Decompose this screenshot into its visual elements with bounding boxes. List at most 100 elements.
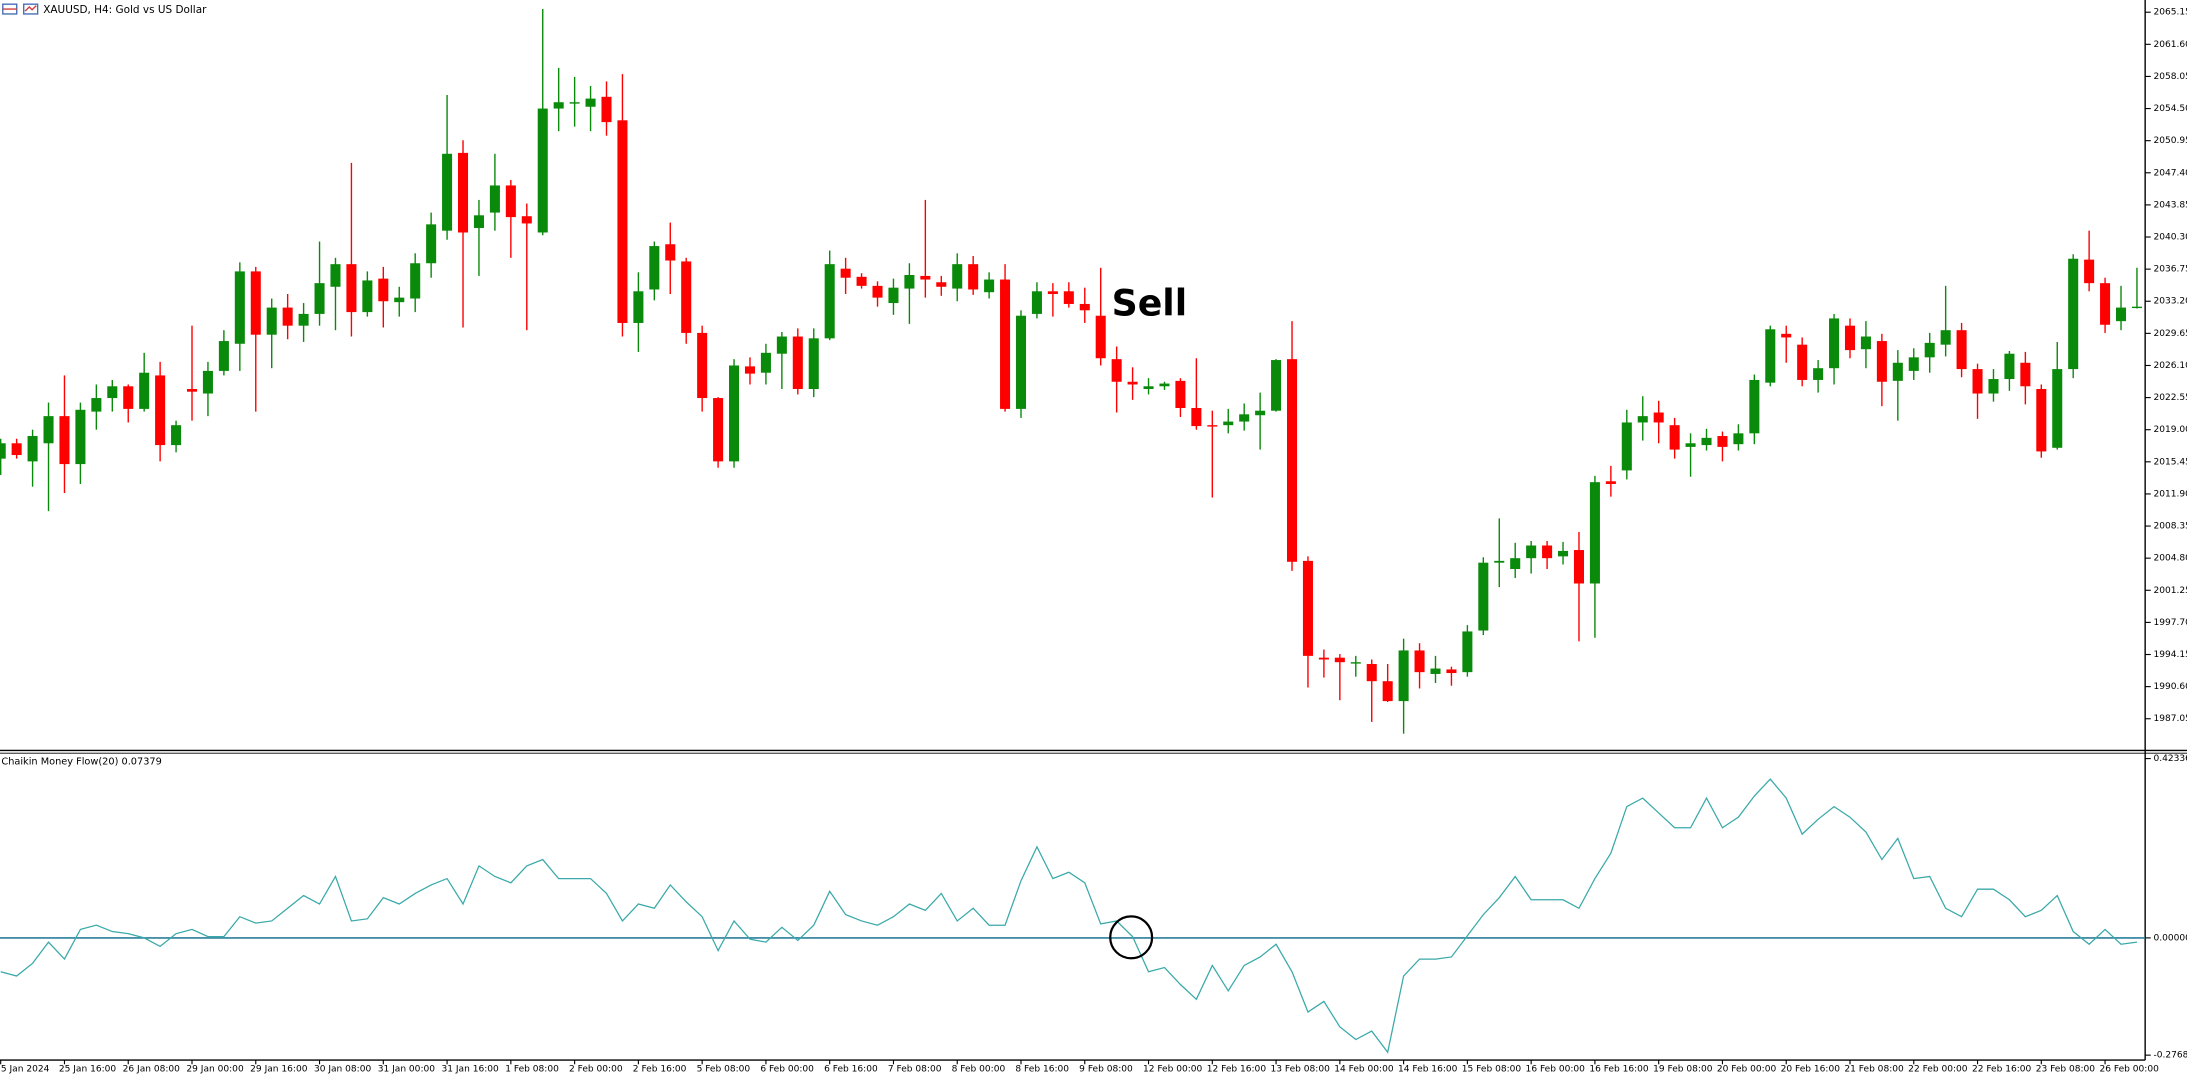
x-tick-label: 31 Jan 16:00 [442, 1065, 500, 1075]
candle-body [1366, 664, 1377, 682]
candle-body [298, 313, 309, 326]
candle-body [0, 443, 6, 459]
candle-body [2020, 362, 2031, 387]
candle-body [250, 271, 261, 335]
candle-body [1191, 407, 1202, 427]
y-tick-label: 2008.35 [2154, 522, 2187, 532]
y-tick-label: 2019.00 [2154, 425, 2187, 435]
candle-body [1685, 443, 1696, 447]
x-tick-label: 25 Jan 2024 [0, 1065, 50, 1075]
candle-body [1908, 357, 1919, 371]
candle-body [426, 224, 437, 264]
candle-body [776, 336, 787, 354]
candle-body [521, 216, 532, 224]
candle-body [1542, 545, 1553, 559]
x-tick-label: 9 Feb 08:00 [1079, 1065, 1133, 1075]
y-tick-label: 2004.80 [2154, 554, 2187, 564]
candle-body [888, 287, 899, 304]
x-tick-label: 2 Feb 00:00 [569, 1065, 623, 1075]
y-tick-label: 2033.20 [2154, 297, 2187, 307]
candle-body [1765, 329, 1776, 383]
candle-body [1701, 437, 1712, 446]
candle-body [1940, 330, 1951, 345]
x-tick-label: 12 Feb 00:00 [1143, 1065, 1203, 1075]
candle-body [936, 282, 947, 287]
candle-body [2036, 388, 2047, 452]
candle-body [952, 264, 963, 289]
x-tick-label: 26 Feb 00:00 [2099, 1065, 2159, 1075]
symbol-icons [2, 3, 39, 15]
candle-body [824, 264, 835, 339]
candle-body [330, 264, 341, 287]
candle-body [75, 409, 86, 465]
candle-body [1223, 421, 1234, 426]
candle-body [234, 271, 245, 344]
candle-body [11, 443, 22, 456]
candle-body [1255, 410, 1266, 416]
candle-body [2115, 307, 2127, 322]
candle-body [920, 275, 931, 280]
x-tick-label: 20 Feb 00:00 [1717, 1065, 1777, 1075]
sell-annotation: Sell [1112, 281, 1188, 324]
candle-body [1446, 669, 1457, 674]
y-tick-label: 2036.75 [2154, 265, 2187, 275]
candle-body [282, 307, 293, 326]
candle-body [633, 291, 644, 323]
candle-body [155, 375, 166, 446]
y-tick-label: 1994.15 [2154, 650, 2187, 660]
y-tick-label: 2050.95 [2154, 136, 2187, 146]
y-tick-label: 1997.70 [2154, 618, 2187, 628]
y-tick-label: 2026.10 [2154, 361, 2187, 371]
candle-body [1398, 650, 1409, 702]
x-tick-label: 5 Feb 08:00 [697, 1065, 751, 1075]
x-tick-label: 21 Feb 08:00 [1844, 1065, 1904, 1075]
y-tick-label: 2011.90 [2154, 489, 2187, 499]
x-tick-label: 15 Feb 08:00 [1462, 1065, 1522, 1075]
candle-body [2004, 353, 2015, 380]
y-tick-label: -0.2768 [2154, 1051, 2187, 1061]
candle-body [1749, 379, 1760, 434]
candle-body [1813, 368, 1824, 380]
candle-body [1111, 359, 1122, 382]
x-tick-label: 16 Feb 16:00 [1589, 1065, 1649, 1075]
candle-body [681, 261, 692, 333]
y-tick-label: 2047.40 [2154, 168, 2187, 178]
candle-body [1047, 291, 1058, 295]
x-tick-label: 13 Feb 08:00 [1270, 1065, 1330, 1075]
x-tick-label: 6 Feb 00:00 [760, 1065, 814, 1075]
x-tick-label: 8 Feb 00:00 [952, 1065, 1006, 1075]
candle-body [1781, 333, 1792, 338]
y-tick-label: 2054.50 [2154, 104, 2187, 114]
candle-body [968, 264, 979, 290]
candle-body [840, 268, 851, 278]
y-tick-label: 2040.30 [2154, 233, 2187, 243]
candle-body [1653, 412, 1664, 423]
candle-body [1031, 291, 1042, 314]
y-tick-label: 2058.05 [2154, 72, 2187, 82]
candle-body [1127, 381, 1138, 385]
candle-body [1589, 482, 1600, 584]
candle-body [697, 332, 708, 399]
candle-body [1860, 336, 1871, 350]
x-tick-label: 22 Feb 16:00 [1972, 1065, 2032, 1075]
candle-body [1988, 379, 1999, 394]
candle-body [43, 416, 54, 444]
candle-body [1797, 344, 1808, 380]
y-tick-label: 0.00000 [2154, 933, 2187, 943]
y-tick-label: 2015.45 [2154, 457, 2187, 467]
candle-body [2052, 369, 2063, 448]
candle-body [394, 297, 405, 303]
candle-body [1239, 414, 1250, 422]
candle-body [505, 185, 516, 218]
candle-body [1605, 481, 1616, 484]
indicator-title: Chaikin Money Flow(20) 0.07379 [1, 757, 161, 768]
candle-body [1558, 550, 1569, 557]
candle-body [410, 263, 421, 299]
candle-body [792, 336, 803, 389]
candle-body [378, 278, 389, 302]
candle-body [744, 366, 756, 374]
candle-body [1573, 550, 1584, 584]
candle-body [266, 307, 277, 335]
